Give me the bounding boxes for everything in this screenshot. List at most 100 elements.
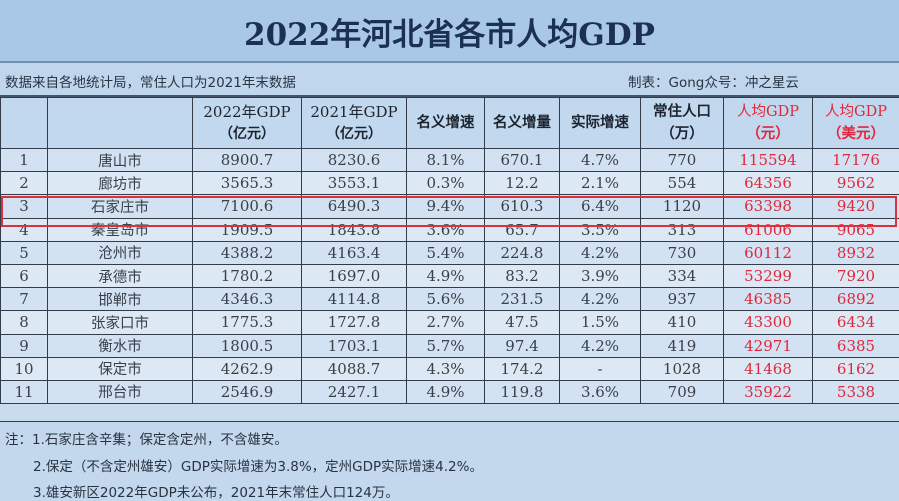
gdp-table: 2022年GDP（亿元） 2021年GDP（亿元） 名义增速 名义增量 实际增速… xyxy=(0,97,899,404)
per-capita-cny-cell: 46385 xyxy=(724,288,813,311)
per-capita-usd-cell: 6162 xyxy=(813,357,899,380)
rank-cell: 10 xyxy=(1,357,48,380)
population-cell: 554 xyxy=(641,172,724,195)
nominal-growth-cell: 4.9% xyxy=(407,264,485,287)
source-bar: 数据来自各地统计局，常住人口为2021年末数据 制表：Gong众号：冲之星云 xyxy=(0,63,899,97)
population-cell: 410 xyxy=(641,311,724,334)
city-cell: 沧州市 xyxy=(48,241,193,264)
gdp-2022-cell: 2546.9 xyxy=(193,380,302,403)
gdp-2022-cell: 1800.5 xyxy=(193,334,302,357)
gdp-2022-cell: 1780.2 xyxy=(193,264,302,287)
gdp-2022-cell: 4346.3 xyxy=(193,288,302,311)
nominal-increase-cell: 174.2 xyxy=(485,357,560,380)
data-source-note: 数据来自各地统计局，常住人口为2021年末数据 xyxy=(5,71,296,91)
nominal-growth-cell: 4.9% xyxy=(407,380,485,403)
footnotes: 注：1.石家庄含辛集；保定含定州，不含雄安。 2.保定（不含定州雄安）GDP实际… xyxy=(0,421,899,501)
city-cell: 邢台市 xyxy=(48,380,193,403)
gdp-2021-cell: 1843.8 xyxy=(302,218,407,241)
author-credit: 制表：Gong众号：冲之星云 xyxy=(628,71,799,91)
gdp-2022-cell: 3565.3 xyxy=(193,172,302,195)
per-capita-cny-cell: 115594 xyxy=(724,149,813,172)
nominal-growth-cell: 5.7% xyxy=(407,334,485,357)
gdp-2021-cell: 2427.1 xyxy=(302,380,407,403)
real-growth-cell: 3.6% xyxy=(560,380,641,403)
nominal-increase-cell: 47.5 xyxy=(485,311,560,334)
real-growth-cell: 2.1% xyxy=(560,172,641,195)
rank-cell: 4 xyxy=(1,218,48,241)
gdp-2022-cell: 8900.7 xyxy=(193,149,302,172)
population-cell: 1120 xyxy=(641,195,724,218)
city-cell: 廊坊市 xyxy=(48,172,193,195)
nominal-increase-cell: 231.5 xyxy=(485,288,560,311)
per-capita-cny-cell: 42971 xyxy=(724,334,813,357)
header-nominal-growth: 名义增速 xyxy=(407,98,485,149)
gdp-2021-cell: 1703.1 xyxy=(302,334,407,357)
per-capita-cny-cell: 35922 xyxy=(724,380,813,403)
real-growth-cell: 4.2% xyxy=(560,288,641,311)
real-growth-cell: 3.5% xyxy=(560,218,641,241)
real-growth-cell: 4.2% xyxy=(560,334,641,357)
city-cell: 秦皇岛市 xyxy=(48,218,193,241)
footnote-3: 3.雄安新区2022年GDP未公布，2021年末常住人口124万。 xyxy=(33,481,399,501)
rank-cell: 11 xyxy=(1,380,48,403)
header-gdp-2022: 2022年GDP（亿元） xyxy=(193,98,302,149)
header-per-capita-usd: 人均GDP（美元） xyxy=(813,98,899,149)
nominal-increase-cell: 83.2 xyxy=(485,264,560,287)
city-cell: 张家口市 xyxy=(48,311,193,334)
per-capita-cny-cell: 43300 xyxy=(724,311,813,334)
nominal-increase-cell: 12.2 xyxy=(485,172,560,195)
city-cell: 承德市 xyxy=(48,264,193,287)
per-capita-usd-cell: 9065 xyxy=(813,218,899,241)
nominal-growth-cell: 4.3% xyxy=(407,357,485,380)
gdp-2022-cell: 7100.6 xyxy=(193,195,302,218)
gdp-2021-cell: 3553.1 xyxy=(302,172,407,195)
rank-cell: 9 xyxy=(1,334,48,357)
population-cell: 334 xyxy=(641,264,724,287)
population-cell: 419 xyxy=(641,334,724,357)
per-capita-cny-cell: 64356 xyxy=(724,172,813,195)
header-gdp-2021: 2021年GDP（亿元） xyxy=(302,98,407,149)
rank-cell: 1 xyxy=(1,149,48,172)
title-bar: 2022年河北省各市人均GDP xyxy=(0,0,899,63)
population-cell: 313 xyxy=(641,218,724,241)
nominal-increase-cell: 97.4 xyxy=(485,334,560,357)
nominal-growth-cell: 9.4% xyxy=(407,195,485,218)
footnote-1: 注：1.石家庄含辛集；保定含定州，不含雄安。 xyxy=(5,428,288,448)
gdp-2022-cell: 1909.5 xyxy=(193,218,302,241)
rank-cell: 3 xyxy=(1,195,48,218)
per-capita-cny-cell: 60112 xyxy=(724,241,813,264)
gdp-2021-cell: 6490.3 xyxy=(302,195,407,218)
per-capita-cny-cell: 41468 xyxy=(724,357,813,380)
real-growth-cell: 4.7% xyxy=(560,149,641,172)
header-nominal-increase: 名义增量 xyxy=(485,98,560,149)
nominal-increase-cell: 224.8 xyxy=(485,241,560,264)
rank-cell: 8 xyxy=(1,311,48,334)
page-title: 2022年河北省各市人均GDP xyxy=(244,9,655,54)
population-cell: 1028 xyxy=(641,357,724,380)
per-capita-usd-cell: 17176 xyxy=(813,149,899,172)
gdp-2021-cell: 1697.0 xyxy=(302,264,407,287)
gdp-2021-cell: 8230.6 xyxy=(302,149,407,172)
nominal-growth-cell: 5.4% xyxy=(407,241,485,264)
footnote-2: 2.保定（不含定州雄安）GDP实际增速为3.8%，定州GDP实际增速4.2%。 xyxy=(33,455,483,475)
population-cell: 709 xyxy=(641,380,724,403)
rank-cell: 7 xyxy=(1,288,48,311)
rank-cell: 6 xyxy=(1,264,48,287)
per-capita-usd-cell: 7920 xyxy=(813,264,899,287)
city-cell: 保定市 xyxy=(48,357,193,380)
header-real-growth: 实际增速 xyxy=(560,98,641,149)
per-capita-usd-cell: 9562 xyxy=(813,172,899,195)
table-header-row: 2022年GDP（亿元） 2021年GDP（亿元） 名义增速 名义增量 实际增速… xyxy=(1,98,899,149)
per-capita-cny-cell: 61006 xyxy=(724,218,813,241)
per-capita-usd-cell: 6385 xyxy=(813,334,899,357)
gdp-2022-cell: 4262.9 xyxy=(193,357,302,380)
nominal-increase-cell: 670.1 xyxy=(485,149,560,172)
per-capita-usd-cell: 5338 xyxy=(813,380,899,403)
